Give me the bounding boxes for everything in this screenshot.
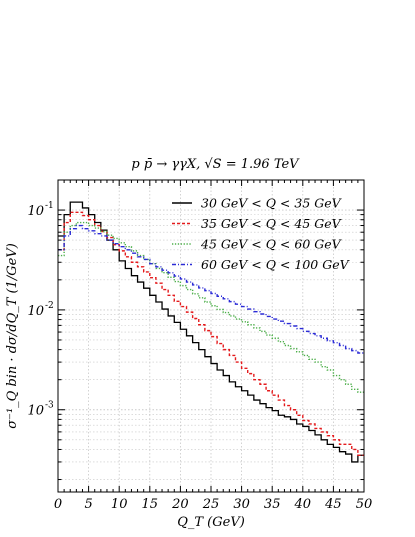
x-tick-label: 25 bbox=[202, 497, 220, 512]
x-tick-label: 35 bbox=[264, 497, 281, 512]
y-tick-exponent: -2 bbox=[45, 301, 54, 311]
series-line-4 bbox=[58, 224, 364, 354]
y-tick-label: 10 bbox=[27, 304, 44, 319]
legend-label: 30 GeV < Q < 35 GeV bbox=[201, 196, 343, 211]
y-tick-label: 10 bbox=[27, 204, 44, 219]
x-tick-label: 15 bbox=[142, 497, 159, 512]
legend: 30 GeV < Q < 35 GeV 35 GeV < Q < 45 GeV 45… bbox=[172, 196, 351, 272]
x-tick-label: 0 bbox=[54, 497, 62, 512]
series-group bbox=[58, 201, 364, 463]
y-axis-label: σ⁻¹_Q bin · dσ/dQ_T (1/GeV) bbox=[5, 243, 20, 429]
legend-label: 35 GeV < Q < 45 GeV bbox=[201, 216, 343, 231]
y-tick-exponent: -3 bbox=[45, 401, 54, 411]
x-tick-label: 40 bbox=[294, 497, 312, 512]
y-tick-exponent: -1 bbox=[45, 201, 54, 211]
x-axis-label: Q_T (GeV) bbox=[177, 515, 245, 530]
legend-label: 60 GeV < Q < 100 GeV bbox=[201, 257, 351, 272]
series-line-3 bbox=[58, 221, 364, 393]
x-tick-label: 5 bbox=[84, 497, 92, 512]
x-tick-label: 10 bbox=[111, 497, 128, 512]
x-tick-label: 30 bbox=[233, 497, 250, 512]
chart-title: p p̄ → γγX, √S = 1.96 TeV bbox=[131, 157, 300, 172]
x-tick-label: 20 bbox=[171, 497, 189, 512]
series-line-1 bbox=[58, 201, 364, 463]
series-line-2 bbox=[58, 211, 364, 456]
legend-label: 45 GeV < Q < 60 GeV bbox=[200, 237, 343, 252]
x-tick-label: 45 bbox=[324, 497, 342, 512]
x-tick-label: 50 bbox=[356, 497, 373, 512]
y-tick-label: 10 bbox=[27, 404, 44, 419]
